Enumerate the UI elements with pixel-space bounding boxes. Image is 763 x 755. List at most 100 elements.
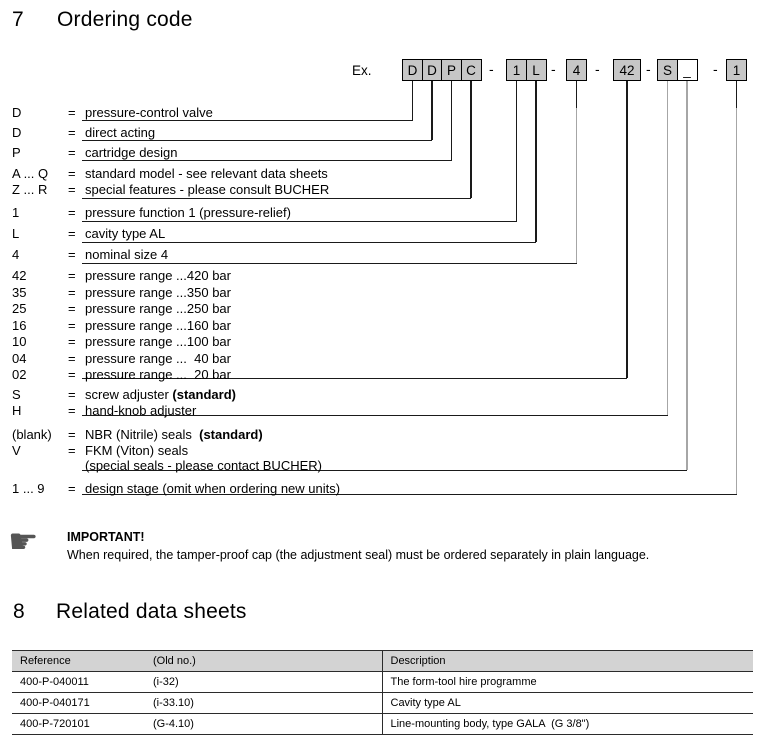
description-text: pressure range ...420 bar	[85, 268, 231, 283]
equals-sign: =	[68, 350, 76, 366]
table-row: 400-P-040171 (i-33.10) Cavity type AL	[12, 692, 753, 714]
equals-sign: =	[68, 226, 76, 241]
equals-sign: =	[68, 427, 76, 442]
code-description: cavity type AL	[85, 226, 165, 241]
code-symbol: 35	[12, 284, 27, 300]
table-cell: 400-P-040011	[12, 671, 145, 693]
connector-line	[686, 80, 688, 470]
ordering-row: 35 = pressure range ...350 bar	[0, 285, 763, 300]
code-cell-42: 42	[613, 59, 641, 81]
connector-line	[450, 80, 453, 160]
connector-underline	[82, 198, 471, 200]
ordering-row: (blank) = NBR (Nitrile) seals (standard)	[0, 427, 763, 442]
section-7-heading: 7 Ordering code	[12, 8, 192, 32]
connector-line	[626, 80, 628, 378]
connector-underline	[82, 377, 627, 379]
code-box-group: S _	[657, 59, 698, 81]
description-text: pressure range ...350 bar	[85, 284, 231, 300]
ordering-row: H = hand-knob adjuster	[0, 403, 763, 418]
ordering-row: D = pressure-control valve	[0, 105, 763, 120]
code-cell-1: 1	[726, 59, 747, 81]
dash-separator: -	[551, 61, 556, 77]
code-description: nominal size 4	[85, 247, 168, 262]
example-label: Ex.	[352, 63, 372, 78]
code-description: pressure range ... 40 bar	[85, 351, 231, 366]
table-cell: (i-32)	[145, 671, 382, 693]
code-description: pressure range ...160 bar	[85, 318, 231, 333]
code-symbol: L	[12, 226, 20, 241]
equals-sign: =	[68, 443, 76, 458]
equals-sign: =	[68, 182, 76, 197]
pointing-hand-icon: ☛	[8, 522, 39, 562]
ordering-row: Z ... R = special features - please consul…	[0, 182, 763, 197]
connector-line	[575, 80, 578, 108]
connector-line	[575, 108, 578, 263]
ordering-row: 25 = pressure range ...250 bar	[0, 301, 763, 316]
code-description: pressure range ...420 bar	[85, 268, 231, 283]
connector-underline	[82, 493, 737, 495]
equals-sign: =	[68, 284, 76, 300]
description-text: design stage (omit when ordering new uni…	[85, 481, 341, 496]
connector-underline	[82, 160, 452, 162]
code-symbol: 25	[12, 301, 27, 316]
description-text: cavity type AL	[85, 226, 166, 241]
code-description: direct acting	[85, 125, 155, 140]
description-text: special features - please consult BUCHER	[85, 182, 330, 197]
equals-sign: =	[68, 481, 76, 496]
table-cell: Line-mounting body, type GALA (G 3/8")	[381, 713, 753, 735]
ordering-row: D = direct acting	[0, 125, 763, 140]
dash-separator: -	[489, 61, 494, 77]
equals-sign: =	[68, 166, 76, 181]
description-text: pressure range ... 20 bar	[85, 367, 231, 382]
code-symbol: 1 ... 9	[12, 481, 45, 496]
table-cell: Cavity type AL	[381, 692, 753, 714]
table-cell: (i-33.10)	[145, 692, 382, 714]
ordering-row: 42 = pressure range ...420 bar	[0, 268, 763, 283]
equals-sign: =	[68, 268, 76, 283]
code-description: pressure range ... 20 bar	[85, 367, 231, 382]
connector-line	[515, 80, 518, 221]
code-cell-L: L	[525, 59, 547, 81]
code-description: pressure function 1 (pressure-relief)	[85, 205, 291, 220]
code-box-group: 42	[613, 59, 641, 81]
description-text: FKM (Viton) seals	[85, 443, 189, 458]
code-description: hand-knob adjuster	[85, 403, 196, 418]
code-description: cartridge design	[85, 145, 178, 160]
ordering-row: 1 = pressure function 1 (pressure-relief)	[0, 205, 763, 220]
note-title: IMPORTANT!	[67, 530, 145, 544]
code-description: pressure range ...350 bar	[85, 285, 231, 300]
code-symbol: P	[12, 145, 21, 160]
dash-separator: -	[646, 61, 651, 77]
description-text: pressure function 1 (pressure-relief)	[85, 205, 291, 220]
code-symbol: 1	[12, 205, 20, 220]
code-symbol: D	[12, 105, 22, 120]
equals-sign: =	[68, 125, 76, 140]
description-text: standard model - see relevant data sheet…	[85, 166, 328, 181]
code-symbol: 4	[12, 247, 20, 262]
section-title: Ordering code	[57, 8, 193, 31]
code-description: pressure-control valve	[85, 105, 213, 120]
ordering-row: 02 = pressure range ... 20 bar	[0, 367, 763, 382]
connector-underline	[82, 140, 432, 142]
table-header-description: Description	[381, 650, 753, 672]
code-symbol: 02	[12, 367, 27, 382]
code-cell-blank: _	[676, 59, 698, 81]
description-bold-text: (standard)	[199, 427, 263, 442]
dash-separator: -	[595, 61, 600, 77]
dash-separator: -	[713, 61, 718, 77]
code-symbol: 16	[12, 317, 27, 333]
table-row: 400-P-040011 (i-32) The form-tool hire pro…	[12, 671, 753, 693]
code-description: screw adjuster (standard)	[85, 387, 236, 402]
code-description: design stage (omit when ordering new uni…	[85, 481, 340, 496]
code-description: NBR (Nitrile) seals (standard)	[85, 427, 263, 442]
table-header-oldno: (Old no.)	[145, 650, 382, 672]
section-number: 8	[13, 600, 25, 623]
ordering-row: P = cartridge design	[0, 145, 763, 160]
connector-underline	[82, 220, 517, 222]
equals-sign: =	[68, 301, 76, 316]
table-cell: (G-4.10)	[145, 713, 382, 735]
code-cell-4: 4	[566, 59, 587, 81]
